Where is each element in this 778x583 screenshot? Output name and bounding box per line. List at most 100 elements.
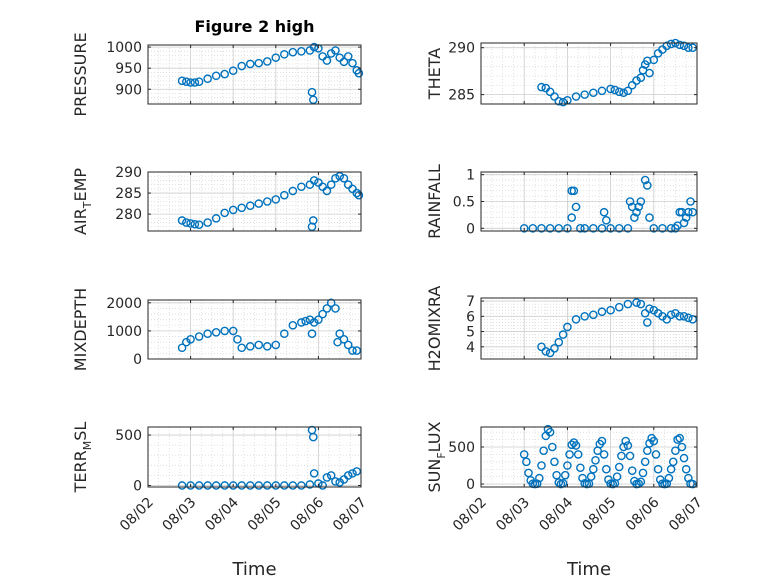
data-point [601,215,611,225]
data-point [604,475,613,484]
data-point [343,52,353,61]
data-point [554,96,564,106]
data-point [519,450,529,459]
data-point [237,481,247,490]
series-points [177,42,364,105]
y-tick-label: 280 [115,207,142,223]
data-point [326,298,336,308]
data-point [271,195,281,204]
data-point [331,477,340,486]
data-point [537,342,546,352]
data-point [271,481,281,490]
data-point [186,335,195,344]
data-point [651,450,661,459]
x-tick-label: 08/07 [666,495,706,535]
data-point [550,457,559,467]
data-point [623,299,633,309]
data-point [571,202,581,212]
axes-box [147,299,362,360]
data-point [182,77,191,86]
y-axis-label: RAINFALL [425,164,444,239]
series-points [537,38,697,107]
y-tick-label: 290 [115,165,142,181]
data-point [640,175,650,185]
data-point [297,318,306,327]
x-tick-label: 08/04 [536,494,576,534]
data-point [597,224,607,233]
data-point [554,478,564,487]
x-tick-label: 08/05 [580,495,620,535]
axes-box [147,426,362,488]
data-point [194,481,204,490]
data-point [220,208,229,218]
data-point [645,213,654,222]
y-tick-label: 5 [466,325,475,341]
data-point [627,80,637,90]
data-point [569,186,579,196]
data-point [664,473,674,483]
y-tick-label: 0 [133,352,142,368]
data-point [194,77,204,86]
plot-area [148,45,361,104]
data-point [589,88,598,98]
data-point [614,224,624,233]
data-point [649,55,659,65]
data-point [658,224,667,233]
data-point [288,47,298,57]
y-axis-label: AIRTEMP [71,168,94,235]
data-point [331,46,340,55]
data-point [681,464,691,474]
x-tick-label: 08/07 [330,495,370,535]
data-point [308,95,318,105]
data-point [630,213,639,222]
data-point [194,332,204,341]
data-point [537,224,546,233]
data-point [597,86,607,96]
y-tick-label: 950 [115,61,142,77]
data-point [679,41,689,51]
axes-box [480,297,698,360]
data-point [573,450,583,459]
data-point [297,47,306,56]
data-point [322,186,332,196]
data-point [632,207,641,217]
data-point [539,446,548,456]
data-point [563,322,572,332]
data-point [545,427,555,437]
data-point [580,311,589,321]
data-point [309,176,319,185]
data-point [335,171,345,181]
data-point [211,214,221,223]
data-point [280,190,289,200]
data-point [558,97,568,107]
data-point [245,201,255,211]
data-point [343,471,353,480]
y-tick-label: 0 [466,221,475,237]
data-point [614,462,624,472]
data-point [675,433,685,443]
data-point [563,461,572,470]
data-point [211,71,221,81]
data-point [331,304,340,313]
y-tick-label: 2000 [106,296,142,312]
data-point [314,315,323,324]
data-point [309,469,319,478]
chart-title: Figure 2 high [195,17,315,36]
data-point [662,41,672,51]
data-point [308,216,318,225]
axes-box [480,42,698,105]
data-point [675,40,685,50]
data-point [571,92,581,101]
data-point [563,224,572,233]
data-point [666,310,676,320]
x-tick-label: 08/05 [245,495,285,535]
data-point [567,440,577,450]
data-point [684,43,693,52]
data-point [343,340,353,350]
y-axis-label: THETA [425,48,444,100]
data-point [547,442,557,452]
data-point [305,315,315,324]
data-point [203,74,212,84]
